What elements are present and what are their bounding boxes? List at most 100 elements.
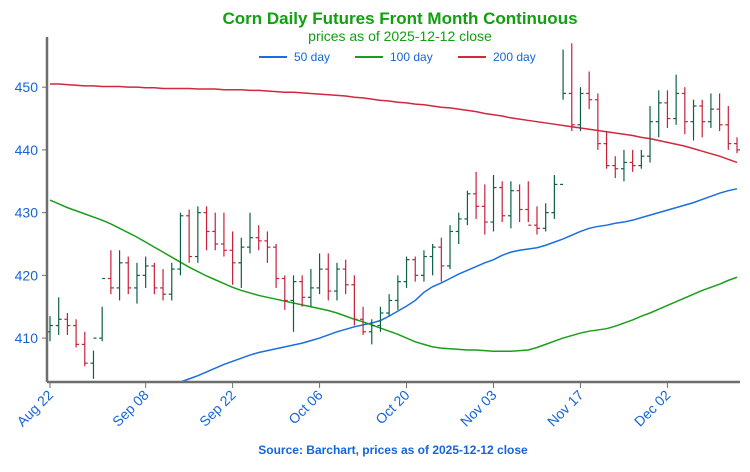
ohlc-bar (438, 237, 445, 282)
ohlc-bar (247, 212, 254, 254)
ohlc-bar (594, 93, 601, 150)
y-tick-label: 430 (15, 205, 39, 221)
chart-title: Corn Daily Futures Front Month Continuou… (222, 9, 577, 28)
x-tick-label: Sep 08 (109, 387, 152, 430)
ohlc-bar (229, 231, 236, 285)
ohlc-bar (351, 275, 358, 326)
ohlc-bar (203, 206, 210, 251)
ohlc-bar (707, 93, 714, 128)
ohlc-bar (647, 106, 654, 163)
ohlc-bar (699, 99, 706, 138)
ohlc-bar (481, 184, 488, 235)
ohlc-bar (290, 275, 297, 332)
ohlc-bar (516, 184, 523, 223)
x-tick-label: Oct 06 (285, 387, 326, 428)
ohlc-bar (342, 259, 349, 295)
ma-line-200-day (50, 83, 738, 164)
x-tick-label: Aug 22 (13, 387, 56, 430)
ohlc-bar (394, 275, 401, 310)
ohlc-bar (716, 93, 723, 132)
ohlc-bar (664, 90, 671, 128)
ohlc-bar (377, 306, 384, 332)
ohlc-bar (490, 175, 497, 232)
ohlc-bar (151, 262, 158, 295)
ohlc-bar (307, 269, 314, 307)
ohlc-bar (325, 253, 332, 301)
ohlc-bar (212, 212, 219, 251)
y-tick-label: 420 (15, 267, 39, 283)
source-note: Source: Barchart, prices as of 2025-12-1… (258, 443, 528, 457)
x-tick-label: Sep 22 (196, 387, 239, 430)
ohlc-bar (629, 149, 636, 172)
ohlc-bar (273, 244, 280, 288)
ohlc-bar (316, 253, 323, 295)
ohlc-bar (368, 319, 375, 345)
ohlc-bar (125, 256, 132, 295)
ohlc-bar (160, 269, 167, 301)
ohlc-bar (499, 181, 506, 223)
ohlc-bar (612, 156, 619, 179)
ohlc-bar (603, 131, 610, 169)
ohlc-bar (133, 262, 140, 304)
y-tick-label: 410 (15, 330, 39, 346)
ohlc-bar (107, 250, 114, 295)
ohlc-bar (177, 212, 184, 276)
ohlc-bar (99, 277, 106, 342)
y-tick-label: 440 (15, 142, 39, 158)
ohlc-bar (186, 209, 193, 263)
ohlc-bar (638, 149, 645, 169)
ohlc-bar (420, 250, 427, 282)
legend: 50 day 100 day 200 day (259, 50, 536, 64)
ohlc-bar (525, 181, 532, 226)
ohlc-bar (447, 225, 454, 270)
ohlc-bar (142, 256, 149, 288)
x-tick-label: Nov 03 (457, 387, 500, 430)
x-tick-label: Oct 20 (372, 387, 413, 428)
ohlc-bar (81, 331, 88, 367)
legend-label: 200 day (493, 50, 536, 64)
ohlc-bar (455, 212, 462, 244)
ohlc-bar (681, 87, 688, 135)
ohlc-bar (655, 90, 662, 138)
ohlc-bar (194, 206, 201, 263)
ohlc-bar (360, 306, 367, 335)
ohlc-bar (55, 297, 62, 335)
ohlc-bar (412, 256, 419, 282)
ohlc-bar (386, 294, 393, 317)
ohlc-bar (620, 149, 627, 182)
ohlc-bar (586, 71, 593, 110)
ohlc-bar (473, 171, 480, 219)
ohlc-bar (507, 181, 514, 229)
ohlc-bar (264, 231, 271, 263)
ohlc-bar (734, 137, 740, 154)
ohlc-bar (551, 175, 558, 219)
ohlc-bar (690, 99, 697, 141)
legend-label: 50 day (294, 50, 330, 64)
ohlc-bar (116, 250, 123, 301)
ohlc-bar (333, 262, 340, 301)
ohlc-bar (90, 337, 97, 379)
ohlc-bar (168, 262, 175, 301)
ohlc-bar (64, 313, 71, 335)
ohlc-bar (560, 49, 567, 186)
ohlc-bar (403, 256, 410, 288)
y-tick-label: 450 (15, 79, 39, 95)
legend-label: 100 day (390, 50, 433, 64)
ohlc-bar (673, 74, 680, 125)
ohlc-bar (542, 203, 549, 232)
ma-line-100-day (49, 199, 738, 353)
ohlc-bar (281, 275, 288, 310)
ohlc-bar (464, 190, 471, 226)
moving-average-lines (49, 83, 738, 383)
ohlc-bar (73, 319, 80, 348)
ohlc-bar (238, 237, 245, 288)
x-tick-label: Dec 02 (631, 387, 674, 430)
ohlc-bar (725, 106, 732, 150)
ohlc-bar (568, 43, 575, 132)
x-tick-label: Nov 17 (544, 387, 587, 430)
chart-subtitle: prices as of 2025-12-12 close (308, 28, 492, 44)
ohlc-bar (577, 87, 584, 132)
ma-line-50-day (180, 188, 738, 383)
